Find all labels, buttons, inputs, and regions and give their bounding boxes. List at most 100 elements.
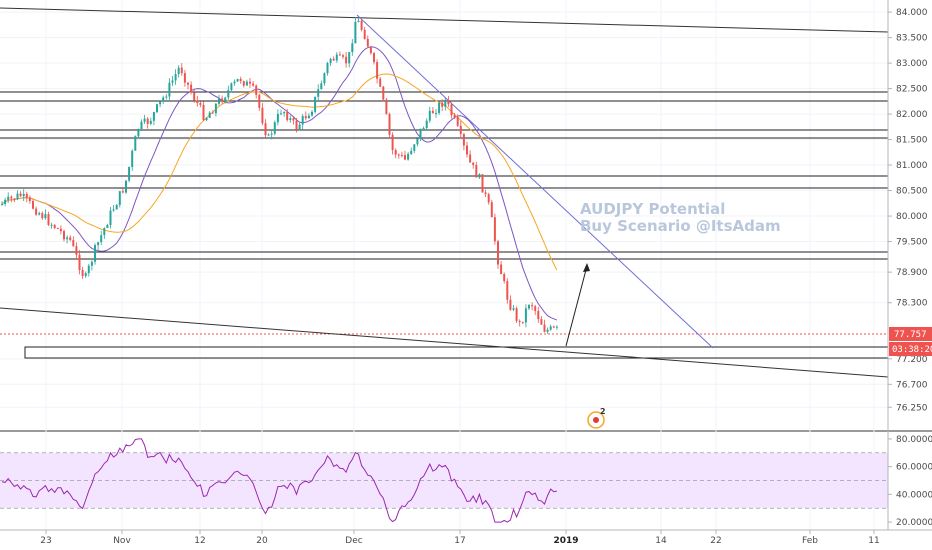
candle-body [456,117,459,126]
candle-body [311,111,313,116]
candle-body [472,162,475,166]
candle-body [515,308,518,321]
candle-body [90,261,93,266]
candle-body [128,166,131,181]
y-tick-label: 78.900 [896,268,928,278]
candle-body [555,326,558,328]
demand-zone [24,346,889,359]
candle-body [478,174,481,178]
candle-body [50,224,53,226]
trend-lines [0,7,889,378]
candle-body [552,326,555,328]
candle-body [413,144,416,151]
candle-body [351,43,354,53]
watermark-line-2: Buy Scenario @ItsAdam [580,217,781,235]
candle-body [159,101,162,105]
x-tick-label: Dec [345,536,362,546]
candle-body [438,102,441,113]
candle-body [425,120,428,129]
candle-body [10,196,13,199]
candle-body [317,89,320,97]
candle-body [466,145,468,155]
candle-body [369,46,372,54]
candle-body [211,112,214,114]
candle-body [38,213,41,215]
time-axis[interactable]: 23 Nov 12 20 Dec 17 2019 14 22 Feb 11 [0,529,932,546]
x-tick-label: 17 [454,536,465,546]
candle-body [394,150,397,155]
price-axis[interactable]: 84.000 83.500 83.000 82.500 82.000 81.500 81.0… [887,0,932,530]
candle-body [447,99,450,105]
candle-body [140,121,143,129]
event-marker[interactable]: 2 [587,407,606,429]
candle-body [131,150,134,167]
candle-body [183,73,186,83]
candle-body [72,240,75,247]
x-tick-label: 12 [194,536,205,546]
candle-body [134,136,137,151]
candle-body [227,90,230,98]
candle-body [63,231,65,240]
x-tick-label: 23 [40,536,51,546]
candle-body [490,202,493,218]
y-tick-label: 80.000 [896,212,928,222]
candle-body [301,116,304,125]
candle-body [121,191,124,193]
candle-body [283,111,286,114]
candle-body [388,114,391,135]
candle-body [431,110,434,114]
y-tick-label: 82.500 [896,85,928,95]
candle-body [16,193,19,200]
candle-body [87,265,90,274]
candle-body [391,134,394,151]
event-dot [593,417,599,423]
candle-body [503,274,506,282]
candle-body [239,78,242,82]
candle-body [137,128,140,137]
candle-body [94,245,96,262]
candle-body [35,208,38,215]
candle-body [373,53,375,63]
event-ring [587,411,605,429]
candle-body [28,197,31,201]
countdown-box [889,342,932,356]
candle-body [444,99,447,107]
candle-body [25,193,28,198]
candle-body [19,193,22,197]
candle-body [208,112,211,118]
x-tick-label: 22 [710,536,721,546]
y-tick-label: 81.500 [896,136,928,146]
candle-body [177,67,180,75]
candle-body [357,20,360,23]
rsi-tick-label: 80.0000 [896,435,932,445]
candle-body [125,180,127,193]
candle-body [221,98,224,102]
candle-body [524,308,527,323]
candle-body [165,96,168,98]
candle-body [230,83,233,91]
support-resistance-zones [0,91,889,359]
candle-body [199,103,202,105]
candle-body [236,78,239,82]
candle-body [1,203,3,205]
candle-body [298,124,301,130]
candle-body [329,58,332,64]
candle-body [47,214,50,225]
candle-body [540,319,543,325]
candle-body [56,228,59,230]
x-tick-label: 11 [868,536,879,546]
candle-body [214,103,217,114]
candle-body [543,324,546,332]
candle-body [379,78,382,87]
x-tick-label: Feb [802,536,818,546]
candle-body [360,20,363,30]
candle-body [245,81,248,86]
candle-body [66,237,69,240]
countdown-value: 03:38:20 [892,345,932,355]
candle-body [59,228,62,232]
candle-body [354,22,357,44]
candle-body [103,227,106,236]
candle-body [205,117,208,121]
y-tick-label: 81.000 [896,161,928,171]
